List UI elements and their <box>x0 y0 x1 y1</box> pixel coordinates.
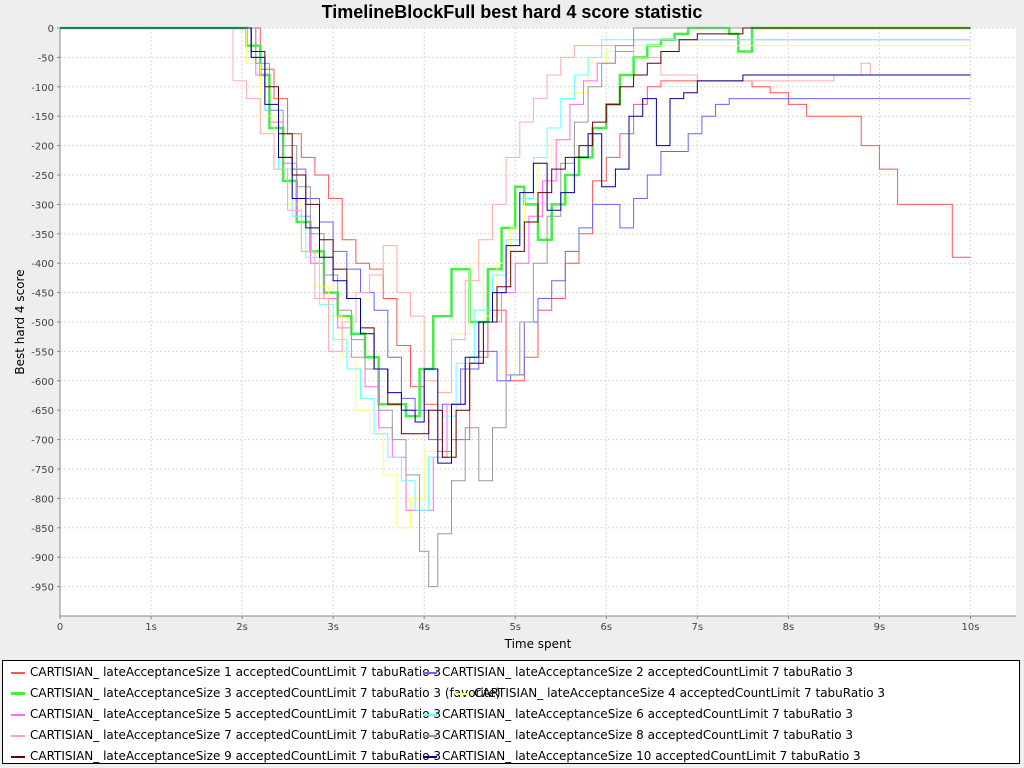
legend-item: CARTISIAN_ lateAcceptanceSize 9 accepted… <box>11 749 441 763</box>
y-tick-label: -400 <box>31 259 54 270</box>
series-line-10 <box>60 27 971 464</box>
x-tick-label: 4s <box>418 622 430 633</box>
x-tick-label: 0 <box>57 622 63 633</box>
y-tick-label: -950 <box>31 583 54 594</box>
legend-item: CARTISIAN_ lateAcceptanceSize 2 accepted… <box>423 665 853 679</box>
legend-swatch <box>11 755 25 758</box>
x-tick-label: 2s <box>236 622 248 633</box>
legend-label: CARTISIAN_ lateAcceptanceSize 5 accepted… <box>30 707 442 721</box>
legend-item: CARTISIAN_ lateAcceptanceSize 5 accepted… <box>11 707 441 721</box>
y-tick-label: -250 <box>31 171 54 182</box>
legend-item: CARTISIAN_ lateAcceptanceSize 4 accepted… <box>455 686 885 700</box>
legend-item: CARTISIAN_ lateAcceptanceSize 8 accepted… <box>423 728 853 742</box>
y-tick-label: -300 <box>31 200 54 211</box>
series-line-9 <box>60 27 971 458</box>
legend-swatch <box>11 671 25 674</box>
y-tick-label: -450 <box>31 289 54 300</box>
x-tick-label: 6s <box>600 622 612 633</box>
y-tick-label: -550 <box>31 347 54 358</box>
chart-svg: 0 -50 -100 -150 -200 -250 -300 -350 -400 -450 -500… <box>13 24 1016 651</box>
legend-item: CARTISIAN_ lateAcceptanceSize 10 accepte… <box>423 749 861 763</box>
axis-layer: 0 -50 -100 -150 -200 -250 -300 -350 -400 -450 -500… <box>31 24 1016 633</box>
y-tick-label: -700 <box>31 436 54 447</box>
series-line-1 <box>60 27 971 452</box>
y-tick-label: -350 <box>31 230 54 241</box>
legend-label: CARTISIAN_ lateAcceptanceSize 6 accepted… <box>442 707 854 721</box>
y-tick-label: -100 <box>31 83 54 94</box>
x-tick-label: 7s <box>692 622 704 633</box>
x-tick-label: 5s <box>509 622 521 633</box>
y-tick-label: -500 <box>31 318 54 329</box>
y-tick-label: -800 <box>31 494 54 505</box>
y-tick-label: -150 <box>31 112 54 123</box>
legend-label: CARTISIAN_ lateAcceptanceSize 7 accepted… <box>30 728 442 742</box>
legend-swatch <box>423 734 437 737</box>
chart-title: TimelineBlockFull best hard 4 score stat… <box>321 2 703 22</box>
x-tick-label: 8s <box>783 622 795 633</box>
y-tick-label: -600 <box>31 377 54 388</box>
legend-swatch <box>455 692 469 695</box>
x-tick-label: 3s <box>327 622 339 633</box>
x-tick-label: 1s <box>145 622 157 633</box>
legend-label: CARTISIAN_ lateAcceptanceSize 10 accepte… <box>442 749 861 763</box>
legend-item: CARTISIAN_ lateAcceptanceSize 3 accepted… <box>11 686 501 700</box>
legend: CARTISIAN_ lateAcceptanceSize 1 accepted… <box>2 660 1020 764</box>
y-tick-label: -850 <box>31 524 54 535</box>
y-tick-label: -50 <box>38 53 54 64</box>
legend-swatch <box>11 713 25 716</box>
y-tick-label: -200 <box>31 142 54 153</box>
series-line-7 <box>60 27 971 394</box>
legend-label: CARTISIAN_ lateAcceptanceSize 1 accepted… <box>30 665 442 679</box>
x-axis-label: Time spent <box>504 637 572 651</box>
x-tick-label: 9s <box>874 622 886 633</box>
y-tick-label: -900 <box>31 553 54 564</box>
y-tick-label: 0 <box>48 24 54 35</box>
legend-swatch <box>11 734 25 737</box>
legend-label: CARTISIAN_ lateAcceptanceSize 2 accepted… <box>442 665 854 679</box>
legend-swatch <box>423 755 437 758</box>
legend-label: CARTISIAN_ lateAcceptanceSize 3 accepted… <box>30 686 501 700</box>
x-tick-label: 10s <box>962 622 980 633</box>
legend-swatch <box>11 692 25 695</box>
legend-label: CARTISIAN_ lateAcceptanceSize 4 accepted… <box>474 686 886 700</box>
legend-item: CARTISIAN_ lateAcceptanceSize 6 accepted… <box>423 707 853 721</box>
y-axis-label: Best hard 4 score <box>13 269 27 374</box>
y-tick-label: -650 <box>31 406 54 417</box>
series-line-8 <box>60 27 971 588</box>
legend-item: CARTISIAN_ lateAcceptanceSize 1 accepted… <box>11 665 441 679</box>
legend-swatch <box>423 671 437 674</box>
legend-item: CARTISIAN_ lateAcceptanceSize 7 accepted… <box>11 728 441 742</box>
series-layer <box>60 26 971 588</box>
legend-label: CARTISIAN_ lateAcceptanceSize 8 accepted… <box>442 728 854 742</box>
legend-swatch <box>423 713 437 716</box>
y-tick-label: -750 <box>31 465 54 476</box>
legend-label: CARTISIAN_ lateAcceptanceSize 9 accepted… <box>30 749 442 763</box>
